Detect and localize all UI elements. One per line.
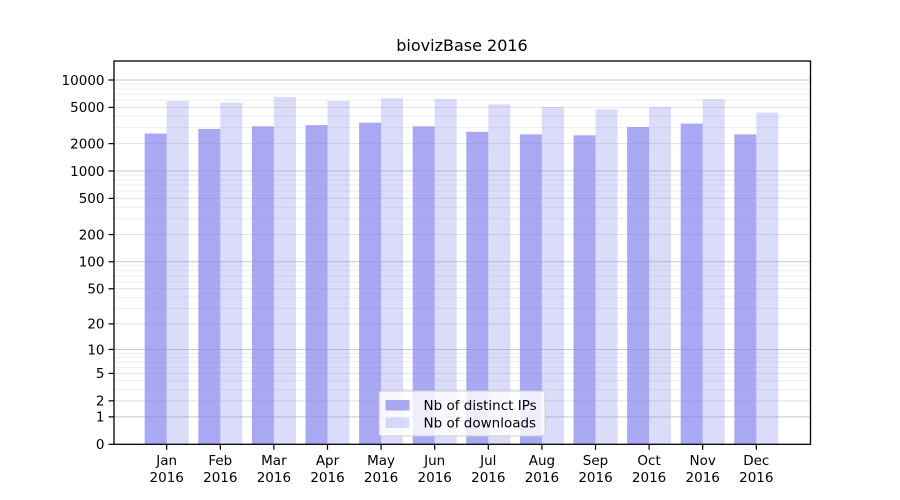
bar-distinct-ips-sep [573, 135, 596, 445]
y-tick-label-2000: 2000 [70, 136, 104, 152]
y-tick-label-50: 50 [87, 282, 104, 298]
y-tick-label-1: 1 [96, 410, 105, 426]
bar-distinct-ips-apr [305, 125, 328, 445]
x-tick-label-year-jun: 2016 [418, 470, 452, 486]
y-tick-label-5: 5 [96, 366, 105, 382]
y-tick-label-10000: 10000 [62, 73, 105, 89]
legend-box [378, 390, 546, 437]
bar-downloads-feb [220, 102, 243, 445]
bar-distinct-ips-jan [144, 133, 167, 445]
bar-downloads-jan [166, 101, 189, 445]
bar-distinct-ips-jun [412, 126, 435, 445]
bar-distinct-ips-feb [198, 128, 221, 445]
x-tick-label-year-feb: 2016 [203, 470, 237, 486]
x-tick-label-year-nov: 2016 [686, 470, 720, 486]
bar-downloads-dec [756, 112, 779, 445]
bar-downloads-nov [702, 99, 725, 445]
bars [144, 97, 779, 445]
bar-downloads-may [381, 98, 404, 445]
bar-downloads-aug [541, 107, 564, 445]
bar-downloads-jul [488, 104, 511, 445]
x-tick-label-month-feb: Feb [208, 453, 232, 469]
bar-distinct-ips-may [359, 122, 382, 445]
x-tick-label-year-sep: 2016 [578, 470, 612, 486]
bar-distinct-ips-dec [734, 134, 757, 445]
x-tick-label-month-oct: Oct [637, 453, 660, 469]
x-tick-label-month-jan: Jan [155, 453, 177, 469]
x-tick-label-month-mar: Mar [261, 453, 287, 469]
y-tick-label-10: 10 [87, 342, 104, 358]
bar-distinct-ips-jul [466, 131, 489, 445]
x-tick-label-year-jan: 2016 [150, 470, 184, 486]
chart-title: biovizBase 2016 [396, 36, 527, 55]
x-tick-label-month-jul: Jul [479, 453, 496, 469]
y-tick-label-2: 2 [96, 394, 105, 410]
x-tick-label-year-apr: 2016 [310, 470, 344, 486]
x-tick-label-month-may: May [367, 453, 395, 469]
plot-frame [113, 60, 812, 445]
bar-downloads-jun [434, 98, 457, 445]
bar-distinct-ips-oct [627, 126, 650, 445]
bar-downloads-apr [327, 101, 350, 445]
bar-downloads-mar [273, 97, 296, 445]
bar-downloads-sep [595, 109, 618, 445]
x-tick-label-month-aug: Aug [529, 453, 555, 469]
y-tick-label-200: 200 [79, 227, 105, 243]
x-tick-label-month-nov: Nov [690, 453, 716, 469]
x-axis-ticks: Jan2016Feb2016Mar2016Apr2016May2016Jun20… [150, 444, 773, 486]
x-tick-label-month-dec: Dec [743, 453, 769, 469]
x-tick-label-month-sep: Sep [583, 453, 608, 469]
x-tick-label-month-apr: Apr [316, 453, 340, 469]
y-tick-label-500: 500 [79, 191, 105, 207]
legend-swatch-distinct-ips [385, 400, 410, 411]
legend: Nb of distinct IPs Nb of downloads [378, 390, 546, 437]
x-tick-label-year-may: 2016 [364, 470, 398, 486]
legend-label-downloads: Nb of downloads [424, 416, 537, 432]
bar-downloads-oct [649, 107, 672, 445]
y-axis-ticks: 0 12 5 10 20 50 100 200 500 1000 2000 5000 10000 [62, 73, 114, 453]
x-tick-label-year-aug: 2016 [525, 470, 559, 486]
legend-swatch-downloads [385, 417, 410, 428]
bar-distinct-ips-nov [680, 123, 703, 445]
y-tick-label-20: 20 [87, 317, 104, 333]
x-tick-label-year-jul: 2016 [471, 470, 505, 486]
y-tick-label-100: 100 [79, 255, 105, 271]
y-tick-label-0: 0 [96, 437, 105, 453]
y-tick-label-5000: 5000 [70, 100, 104, 116]
x-tick-label-year-oct: 2016 [632, 470, 666, 486]
legend-label-distinct-ips: Nb of distinct IPs [424, 398, 537, 414]
bar-distinct-ips-aug [519, 134, 542, 445]
x-tick-label-month-jun: Jun [423, 453, 445, 469]
x-tick-label-year-mar: 2016 [257, 470, 291, 486]
x-tick-label-year-dec: 2016 [739, 470, 773, 486]
y-tick-label-1000: 1000 [70, 164, 104, 180]
bar-distinct-ips-mar [251, 126, 274, 445]
